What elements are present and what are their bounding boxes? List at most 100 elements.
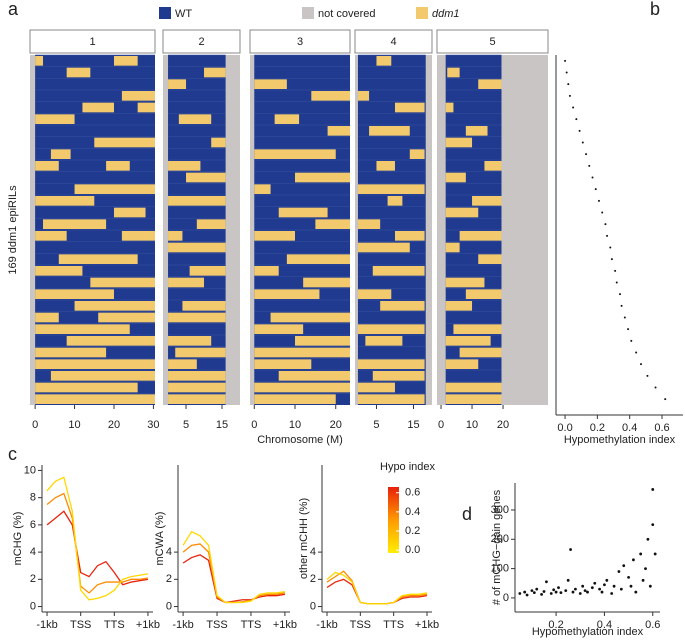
x-tick-label: 10 xyxy=(68,419,80,431)
ddm1-segment xyxy=(35,347,107,358)
ddm1-segment xyxy=(168,231,183,241)
dot xyxy=(590,586,594,590)
dot xyxy=(603,583,606,587)
x-tick-label: 20 xyxy=(108,419,120,431)
dot xyxy=(618,293,621,296)
dot xyxy=(565,71,568,74)
ddm1-segment xyxy=(74,184,155,194)
legend-swatch xyxy=(416,7,428,19)
dot xyxy=(571,590,575,594)
dot xyxy=(518,592,522,595)
ddm1-segment xyxy=(465,289,502,299)
ddm1-segment xyxy=(35,231,67,241)
ddm1-segment xyxy=(43,219,107,229)
ddm1-segment xyxy=(278,207,328,218)
ddm1-segment xyxy=(35,161,59,171)
colorbar xyxy=(388,487,399,553)
dot xyxy=(564,589,568,592)
ddm1-segment xyxy=(365,336,403,346)
x-tick-label: 0.2 xyxy=(590,422,605,434)
ddm1-segment xyxy=(204,67,226,78)
ddm1-segment xyxy=(303,277,350,288)
ddm1-segment xyxy=(295,336,350,346)
profile-line xyxy=(46,492,149,594)
dot xyxy=(535,587,539,591)
ddm1-segment xyxy=(113,207,146,218)
dot xyxy=(581,584,585,588)
legend-label: ddm1 xyxy=(432,8,460,20)
ddm1-segment xyxy=(50,371,155,381)
dot xyxy=(597,199,600,202)
strip xyxy=(162,29,241,54)
dot xyxy=(552,588,556,592)
ddm1-segment xyxy=(168,161,201,171)
ddm1-segment xyxy=(472,196,502,206)
ddm1-segment xyxy=(445,277,485,288)
dot xyxy=(549,592,553,595)
ddm1-segment xyxy=(113,56,138,66)
x-tick-label: TTS xyxy=(383,619,404,631)
dot xyxy=(567,83,570,86)
x-tick-label: 30 xyxy=(147,419,159,431)
strip-label: 2 xyxy=(198,36,204,48)
ddm1-segment xyxy=(459,231,502,241)
panel-letter: d xyxy=(462,504,472,524)
x-tick-label: 0.4 xyxy=(597,619,612,631)
dot xyxy=(648,584,652,588)
y-axis-label: mCHG (%) xyxy=(12,512,24,566)
strip xyxy=(29,29,156,54)
x-tick-label: TSS xyxy=(70,619,91,631)
ddm1-segment xyxy=(376,161,395,171)
y-tick-label: 4 xyxy=(30,546,36,558)
dot xyxy=(606,234,609,237)
dot xyxy=(559,591,563,595)
ddm1-segment xyxy=(445,336,491,346)
dot xyxy=(572,106,575,109)
x-tick-label: 5 xyxy=(183,419,189,431)
profile-line xyxy=(46,476,149,601)
ddm1-segment xyxy=(35,196,95,206)
strip xyxy=(436,29,549,54)
ddm1-segment xyxy=(478,79,502,89)
y-tick-label: 2 xyxy=(30,573,36,585)
ddm1-segment xyxy=(35,382,138,393)
dot xyxy=(583,589,587,592)
dot xyxy=(604,223,607,226)
x-tick-label: +1kb xyxy=(273,619,297,631)
y-tick-label: 0 xyxy=(310,600,316,612)
ddm1-segment xyxy=(66,67,91,78)
x-tick-label: 0 xyxy=(251,419,257,431)
strip-label: 1 xyxy=(89,36,95,48)
ddm1-segment xyxy=(168,382,226,393)
dot xyxy=(542,590,546,593)
ddm1-segment xyxy=(445,301,473,311)
ddm1-segment xyxy=(178,114,212,124)
ddm1-segment xyxy=(286,254,350,264)
dot xyxy=(593,581,597,585)
ddm1-segment xyxy=(478,254,502,264)
x-tick-label: 0.6 xyxy=(645,619,660,631)
ddm1-segment xyxy=(357,394,425,404)
x-tick-label: TSS xyxy=(206,619,227,631)
legend-label: not covered xyxy=(318,8,375,20)
ddm1-segment xyxy=(74,301,155,311)
ddm1-segment xyxy=(254,184,271,194)
ddm1-segment xyxy=(211,137,226,148)
dot xyxy=(554,590,558,594)
x-axis-label: Hypomethylation index xyxy=(532,626,644,638)
y-axis-label: 169 ddm1 epiRILs xyxy=(7,185,19,275)
ddm1-segment xyxy=(270,312,350,323)
ddm1-segment xyxy=(254,394,336,404)
strip-label: 4 xyxy=(390,36,396,48)
dot xyxy=(545,580,548,584)
dot xyxy=(627,328,630,331)
dot xyxy=(609,246,612,249)
x-tick-label: 20 xyxy=(330,419,342,431)
dot xyxy=(564,59,567,62)
ddm1-segment xyxy=(465,126,488,136)
dot xyxy=(615,281,618,284)
dot xyxy=(653,552,657,556)
dot xyxy=(623,316,626,319)
ddm1-segment xyxy=(372,266,425,276)
dot xyxy=(627,576,630,579)
